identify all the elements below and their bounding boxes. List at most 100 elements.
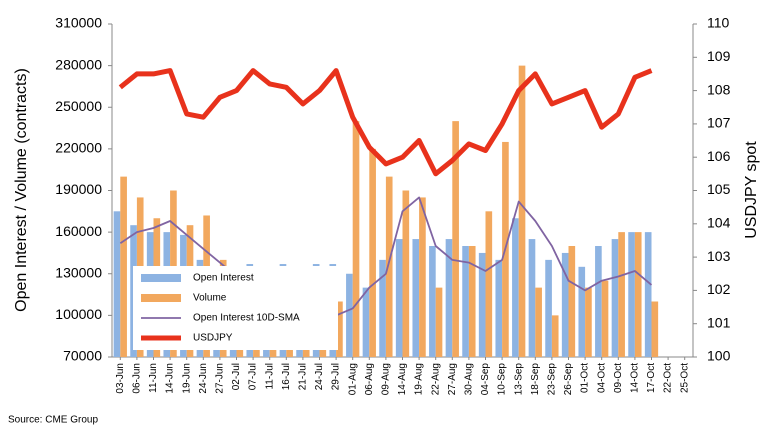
x-tick-label: 09-Oct [613, 363, 624, 393]
x-tick-label: 24-Jun [198, 363, 209, 394]
y2-tick-label: 109 [707, 48, 731, 64]
bar [346, 273, 353, 357]
bar [120, 176, 127, 357]
x-tick-label: 07-Jul [248, 363, 259, 390]
x-tick-label: 16-Jul [281, 363, 292, 390]
y-tick-label: 190000 [55, 181, 102, 197]
bar [468, 246, 476, 357]
x-tick-label: 22-Oct [663, 363, 674, 393]
x-tick-label: 10-Sep [497, 363, 508, 396]
bar [518, 65, 526, 357]
bar [395, 239, 403, 357]
y-tick-label: 70000 [63, 348, 102, 364]
x-tick-label: 04-Sep [480, 363, 491, 396]
x-tick-label: 22-Aug [430, 363, 441, 395]
bar [585, 287, 592, 357]
bar [568, 246, 576, 357]
bar [528, 239, 536, 357]
y2-tick-label: 105 [707, 181, 731, 197]
x-tick-label: 18-Sep [530, 363, 541, 396]
line-series [119, 196, 653, 317]
bar [369, 148, 376, 357]
y2-tick-label: 101 [707, 314, 731, 330]
x-tick-label: 17-Oct [646, 363, 657, 393]
y2-tick-label: 108 [707, 81, 731, 97]
x-tick-label: 13-Sep [513, 363, 524, 396]
bar [561, 252, 569, 357]
y-tick-label: 100000 [55, 306, 102, 322]
y-tick-label: 250000 [55, 98, 102, 114]
y2-tick-label: 102 [707, 281, 731, 297]
bar [462, 246, 469, 357]
bar [419, 197, 426, 357]
x-tick-label: 06-Jun [132, 363, 143, 394]
legend: Open Interest Volume Open Interest 10D-SMA… [133, 266, 338, 350]
bar [618, 232, 625, 357]
source-note: Source: CME Group [8, 415, 98, 426]
bar [336, 301, 343, 357]
bar [435, 287, 443, 357]
y-axis-title: Open Interest / Volume (contracts) [13, 68, 30, 312]
x-tick-label: 03-Jun [115, 363, 126, 394]
y2-axis-title: USDJPY spot [743, 141, 760, 239]
y2-tick-label: 106 [707, 148, 731, 164]
y2-tick-label: 104 [707, 215, 731, 231]
x-tick-label: 24-Jul [314, 363, 325, 390]
y-tick-label: 220000 [55, 140, 102, 156]
x-tick-label: 19-Aug [414, 363, 425, 395]
y2-tick-label: 100 [707, 348, 731, 364]
x-tick-label: 30-Aug [464, 363, 475, 395]
y2-tick-label: 103 [707, 248, 731, 264]
bar [412, 239, 420, 357]
legend-label: Open Interest [193, 273, 254, 284]
legend-label: Volume [193, 293, 227, 304]
x-tick-label: 14-Aug [397, 363, 408, 395]
x-tick-label: 27-Aug [447, 363, 458, 395]
bar [551, 315, 559, 357]
bar [651, 301, 659, 357]
bar [445, 239, 453, 357]
line-series [118, 68, 653, 177]
y2-tick-label: 110 [707, 15, 730, 31]
bar [452, 121, 459, 357]
bar [601, 280, 609, 357]
bar [595, 246, 602, 357]
bar [611, 239, 619, 357]
bar [495, 259, 503, 357]
x-tick-label: 23-Sep [547, 363, 558, 396]
bar [478, 252, 486, 357]
bar [379, 259, 386, 357]
bar [644, 232, 652, 357]
x-tick-label: 06-Aug [364, 363, 375, 395]
bar [352, 121, 360, 357]
bar [628, 232, 635, 357]
x-tick-label: 14-Jun [165, 363, 176, 394]
x-tick-label: 09-Aug [381, 363, 392, 395]
legend-label: USDJPY [193, 333, 233, 344]
x-tick-label: 02-Jul [231, 363, 242, 390]
legend-swatch [141, 294, 181, 302]
x-tick-label: 29-Jul [331, 363, 342, 390]
x-tick-label: 19-Jun [181, 363, 192, 394]
bar [545, 259, 552, 357]
y2-tick-label: 107 [707, 115, 731, 131]
x-tick-label: 01-Aug [347, 363, 358, 395]
x-tick-label: 11-Jul [264, 363, 275, 390]
bar [113, 211, 121, 357]
bar [385, 176, 393, 357]
x-tick-label: 27-Jun [215, 363, 226, 394]
x-tick-label: 14-Oct [630, 363, 641, 393]
bar [578, 266, 586, 357]
x-tick-label: 21-Jul [298, 363, 309, 390]
bar [485, 211, 493, 357]
legend-label: Open Interest 10D-SMA [193, 313, 300, 324]
bar [402, 190, 410, 357]
bar [535, 287, 542, 357]
bar [429, 246, 436, 357]
y-tick-label: 160000 [55, 223, 102, 239]
x-tick-label: 11-Jun [148, 363, 159, 393]
bar [634, 232, 642, 357]
x-tick-label: 26-Sep [563, 363, 574, 396]
